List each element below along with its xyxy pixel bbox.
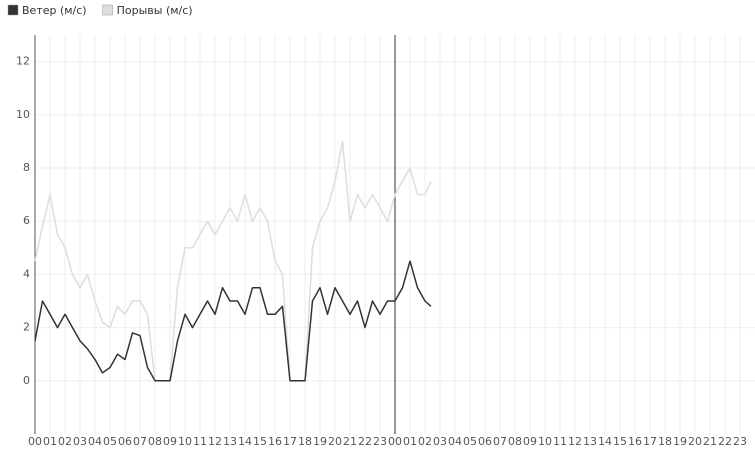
x-tick-label: 20	[688, 435, 702, 448]
x-tick-label: 08	[508, 435, 522, 448]
legend-label: Порывы (м/с)	[117, 4, 193, 17]
x-tick-label: 00	[28, 435, 42, 448]
x-tick-label: 21	[703, 435, 717, 448]
x-tick-label: 00	[388, 435, 402, 448]
x-tick-label: 07	[493, 435, 507, 448]
x-tick-label: 09	[523, 435, 537, 448]
x-tick-label: 14	[238, 435, 252, 448]
x-tick-label: 01	[43, 435, 57, 448]
y-tick-label: 12	[16, 55, 30, 68]
x-tick-label: 01	[403, 435, 417, 448]
x-tick-label: 13	[583, 435, 597, 448]
x-tick-label: 13	[223, 435, 237, 448]
x-tick-label: 18	[658, 435, 672, 448]
x-tick-label: 05	[103, 435, 117, 448]
x-tick-label: 05	[463, 435, 477, 448]
y-tick-label: 0	[23, 374, 30, 387]
x-tick-label: 17	[283, 435, 297, 448]
x-tick-label: 03	[433, 435, 447, 448]
x-tick-label: 19	[313, 435, 327, 448]
legend-swatch	[7, 4, 19, 16]
x-tick-label: 07	[133, 435, 147, 448]
y-tick-label: 10	[16, 108, 30, 121]
x-tick-label: 16	[628, 435, 642, 448]
x-tick-label: 11	[553, 435, 567, 448]
x-tick-label: 17	[643, 435, 657, 448]
x-tick-label: 10	[538, 435, 552, 448]
y-tick-label: 6	[23, 214, 30, 227]
legend-label: Ветер (м/с)	[22, 4, 87, 17]
x-tick-label: 06	[118, 435, 132, 448]
x-tick-label: 04	[88, 435, 102, 448]
x-tick-label: 23	[373, 435, 387, 448]
x-tick-label: 22	[718, 435, 732, 448]
x-tick-label: 03	[73, 435, 87, 448]
series-line	[34, 140, 432, 382]
x-tick-label: 12	[208, 435, 222, 448]
x-tick-label: 02	[418, 435, 432, 448]
y-tick-label: 4	[23, 267, 30, 280]
x-tick-label: 04	[448, 435, 462, 448]
x-tick-label: 15	[253, 435, 267, 448]
y-tick-label: 8	[23, 161, 30, 174]
x-tick-label: 09	[163, 435, 177, 448]
x-tick-label: 08	[148, 435, 162, 448]
series-line	[34, 260, 432, 382]
x-tick-label: 06	[478, 435, 492, 448]
x-tick-label: 10	[178, 435, 192, 448]
x-tick-label: 16	[268, 435, 282, 448]
legend-swatch	[102, 4, 113, 16]
x-tick-label: 15	[613, 435, 627, 448]
y-tick-label: 2	[23, 321, 30, 334]
x-tick-label: 20	[328, 435, 342, 448]
x-tick-label: 22	[358, 435, 372, 448]
x-tick-label: 19	[673, 435, 687, 448]
x-tick-label: 23	[733, 435, 747, 448]
x-tick-label: 18	[298, 435, 312, 448]
x-tick-label: 21	[343, 435, 357, 448]
x-tick-label: 12	[568, 435, 582, 448]
x-tick-label: 14	[598, 435, 612, 448]
x-tick-label: 11	[193, 435, 207, 448]
x-tick-label: 02	[58, 435, 72, 448]
